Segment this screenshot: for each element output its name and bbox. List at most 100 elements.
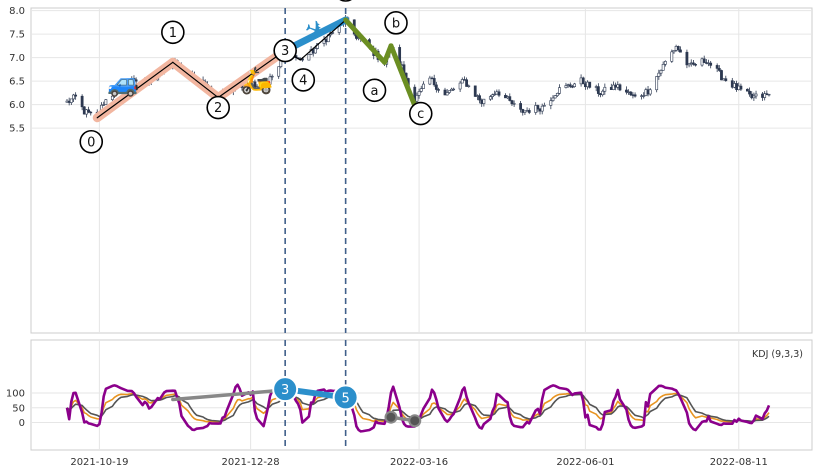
candle-body (89, 111, 93, 114)
candle-body (255, 86, 259, 89)
wave-label-text: 4 (299, 73, 307, 88)
candle-body (558, 87, 561, 94)
wave-impulse-line (96, 61, 174, 119)
candle-body (447, 90, 451, 93)
emoji-marker: 🚙 (107, 68, 139, 98)
kdj-indicator: 35 (65, 376, 771, 433)
price-y-tick-label: 8.0 (9, 6, 25, 17)
candle-body (672, 50, 676, 53)
wave-impulse-line (299, 19, 347, 61)
candle-body (724, 78, 728, 81)
elliott-wave-labels: 012345abc (79, 0, 433, 154)
candle-body (432, 78, 436, 86)
candle-body (113, 94, 116, 97)
candle-body (715, 65, 719, 69)
wave-label-text: a (371, 84, 379, 99)
candle-body (508, 96, 512, 101)
candle-body (417, 91, 421, 96)
candle-body (694, 64, 697, 66)
candle-body (752, 95, 756, 99)
candle-body (512, 103, 516, 105)
candle-body (488, 96, 492, 100)
wave-impulse-line (172, 61, 219, 99)
wave-label-text: b (392, 16, 400, 31)
candle-body (555, 93, 559, 96)
candle-body (458, 82, 462, 90)
candle-body (691, 62, 695, 65)
candle-body (307, 54, 311, 61)
candle-body (551, 97, 555, 101)
candle-body (467, 85, 471, 87)
candle-body (128, 81, 132, 87)
candle-body (482, 98, 486, 104)
candle-body (642, 95, 646, 97)
candle-body (478, 95, 481, 101)
wave-label-circle (161, 20, 185, 45)
wave-correction-line (388, 43, 418, 109)
candle-body (74, 94, 78, 97)
candle-body (452, 88, 456, 91)
wave-label-text: 0 (87, 135, 95, 150)
candle-body (720, 70, 723, 81)
candle-body (415, 95, 419, 102)
candle-body (702, 58, 706, 63)
candle-body (648, 89, 652, 95)
candle-body (633, 94, 637, 97)
price-y-tick-label: 5.5 (9, 124, 25, 135)
kdj-marker-label: 5 (341, 391, 349, 406)
x-tick-label: 2021-12-28 (222, 457, 280, 468)
candle-body (437, 89, 440, 91)
candle-body (685, 51, 689, 66)
candle-body (709, 62, 713, 66)
candle-body (421, 83, 425, 89)
wave-label-text: 3 (281, 44, 289, 59)
candle-body (80, 95, 84, 108)
wave-label-circle (339, 0, 352, 2)
kdj-y-tick-label: 50 (12, 403, 25, 414)
x-tick-label: 2022-08-11 (710, 457, 768, 468)
wave-label-circle (79, 129, 104, 154)
kdj-divergence-dot (384, 410, 398, 424)
emoji-markers: 🚙 🛵✈ (107, 14, 331, 99)
kdj-marker-label: 3 (281, 383, 289, 398)
x-tick-label: 2022-03-16 (390, 457, 448, 468)
wave-label-circle (273, 38, 297, 63)
candle-body (72, 94, 75, 100)
candle-body (603, 86, 607, 92)
candle-body (519, 103, 523, 110)
candle-body (568, 84, 572, 87)
candle-body (676, 46, 680, 51)
candle-body (601, 90, 605, 96)
price-y-tick-label: 7.5 (9, 30, 25, 41)
candle-body (754, 93, 758, 97)
candle-body (419, 88, 423, 92)
candle-body (717, 68, 721, 71)
candle-body (763, 93, 767, 98)
emoji-marker: 🛵 (241, 66, 273, 96)
wave-label-text: c (417, 107, 424, 122)
kdj-marker-circle (272, 376, 299, 403)
candle-body (564, 85, 568, 88)
candle-body (549, 100, 553, 106)
candle-body (670, 51, 674, 62)
candle-body (264, 85, 268, 91)
candle-body (104, 99, 108, 105)
wave-label-circle (384, 11, 408, 35)
candle-body (102, 104, 106, 106)
candle-body (277, 66, 281, 77)
price-y-tick-label: 6.5 (9, 77, 25, 88)
candle-body (473, 85, 477, 97)
candle-body (445, 92, 449, 96)
wave-label-text: 2 (214, 101, 222, 116)
candle-body (596, 86, 600, 94)
wave-label-circle (362, 78, 387, 103)
kdj-legend-label: KDJ (9,3,3) (752, 349, 803, 360)
candle-body (629, 91, 633, 96)
candle-body (536, 105, 540, 110)
candle-body (119, 83, 123, 86)
candle-body (581, 77, 585, 85)
candle-body (460, 79, 464, 84)
candle-body (657, 72, 661, 77)
candle-body (553, 95, 557, 99)
axis-ticks: 5.56.06.57.07.58.08.50501002021-10-19202… (6, 6, 768, 468)
